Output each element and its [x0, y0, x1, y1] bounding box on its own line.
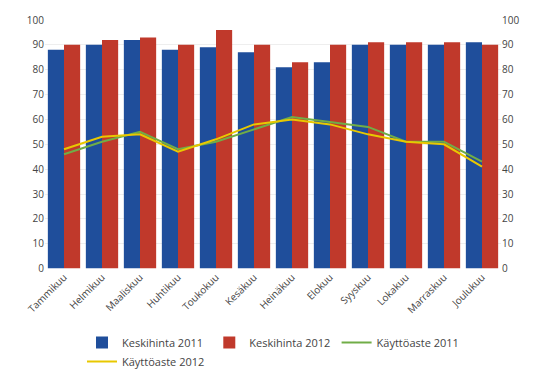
svg-text:Käyttöaste 2012: Käyttöaste 2012 [122, 354, 204, 369]
svg-text:0: 0 [502, 261, 508, 275]
svg-text:40: 40 [33, 162, 45, 176]
svg-text:Lokakuu: Lokakuu [374, 270, 412, 308]
svg-text:60: 60 [33, 112, 45, 126]
svg-text:70: 70 [502, 87, 514, 101]
svg-text:20: 20 [33, 211, 45, 225]
svg-text:90: 90 [502, 37, 514, 51]
svg-text:40: 40 [502, 162, 514, 176]
svg-text:30: 30 [33, 187, 45, 201]
svg-text:Keskihinta 2011: Keskihinta 2011 [122, 335, 203, 350]
svg-text:30: 30 [502, 187, 514, 201]
svg-text:Helmikuu: Helmikuu [66, 270, 108, 312]
svg-text:Toukokuu: Toukokuu [179, 270, 222, 313]
svg-text:50: 50 [502, 137, 514, 151]
svg-text:80: 80 [502, 62, 514, 76]
svg-text:10: 10 [33, 236, 45, 250]
svg-text:Marraskuu: Marraskuu [404, 270, 450, 316]
svg-text:Maaliskuu: Maaliskuu [102, 270, 145, 313]
svg-text:100: 100 [502, 13, 519, 27]
svg-text:50: 50 [33, 137, 45, 151]
svg-text:Syyskuu: Syyskuu [337, 270, 374, 307]
svg-text:Joulukuu: Joulukuu [448, 270, 488, 310]
svg-text:80: 80 [33, 62, 45, 76]
svg-text:Huhtikuu: Huhtikuu [143, 270, 183, 310]
svg-text:Heinäkuu: Heinäkuu [256, 270, 298, 312]
svg-text:10: 10 [502, 236, 514, 250]
svg-text:Kesäkuu: Kesäkuu [222, 270, 260, 308]
svg-text:Käyttöaste 2011: Käyttöaste 2011 [377, 335, 459, 350]
svg-text:0: 0 [38, 261, 44, 275]
svg-text:20: 20 [502, 211, 514, 225]
svg-text:60: 60 [502, 112, 514, 126]
svg-text:70: 70 [33, 87, 45, 101]
svg-text:Elokuu: Elokuu [303, 270, 335, 302]
svg-text:Keskihinta 2012: Keskihinta 2012 [249, 335, 330, 350]
svg-text:90: 90 [33, 37, 45, 51]
svg-text:Tammikuu: Tammikuu [25, 270, 70, 315]
svg-text:100: 100 [27, 13, 44, 27]
